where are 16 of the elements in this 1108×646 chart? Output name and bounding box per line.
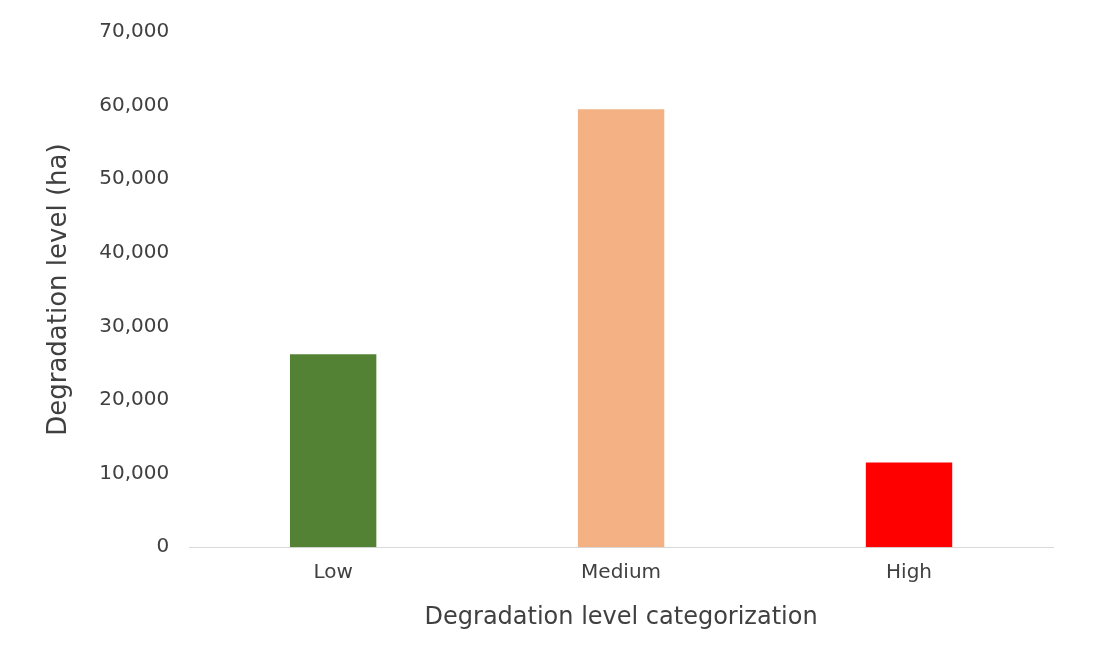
y-axis-title: Degradation level (ha) xyxy=(42,143,73,436)
x-tick-label: Medium xyxy=(581,559,662,584)
x-tick-label: High xyxy=(886,559,933,584)
bar xyxy=(865,462,953,548)
y-tick-label: 60,000 xyxy=(99,91,170,116)
y-tick-label: 70,000 xyxy=(99,18,170,43)
y-tick-label: 30,000 xyxy=(99,312,170,337)
y-tick-label: 40,000 xyxy=(99,239,170,263)
x-axis-title: Degradation level categorization xyxy=(424,601,818,630)
y-tick-label: 0 xyxy=(156,533,170,558)
bar xyxy=(577,109,665,548)
y-tick-label: 10,000 xyxy=(99,459,170,484)
y-tick-label: 50,000 xyxy=(99,165,170,190)
x-tick-label: Low xyxy=(313,559,353,584)
y-tick-label: 20,000 xyxy=(99,386,170,411)
bar xyxy=(289,354,377,548)
